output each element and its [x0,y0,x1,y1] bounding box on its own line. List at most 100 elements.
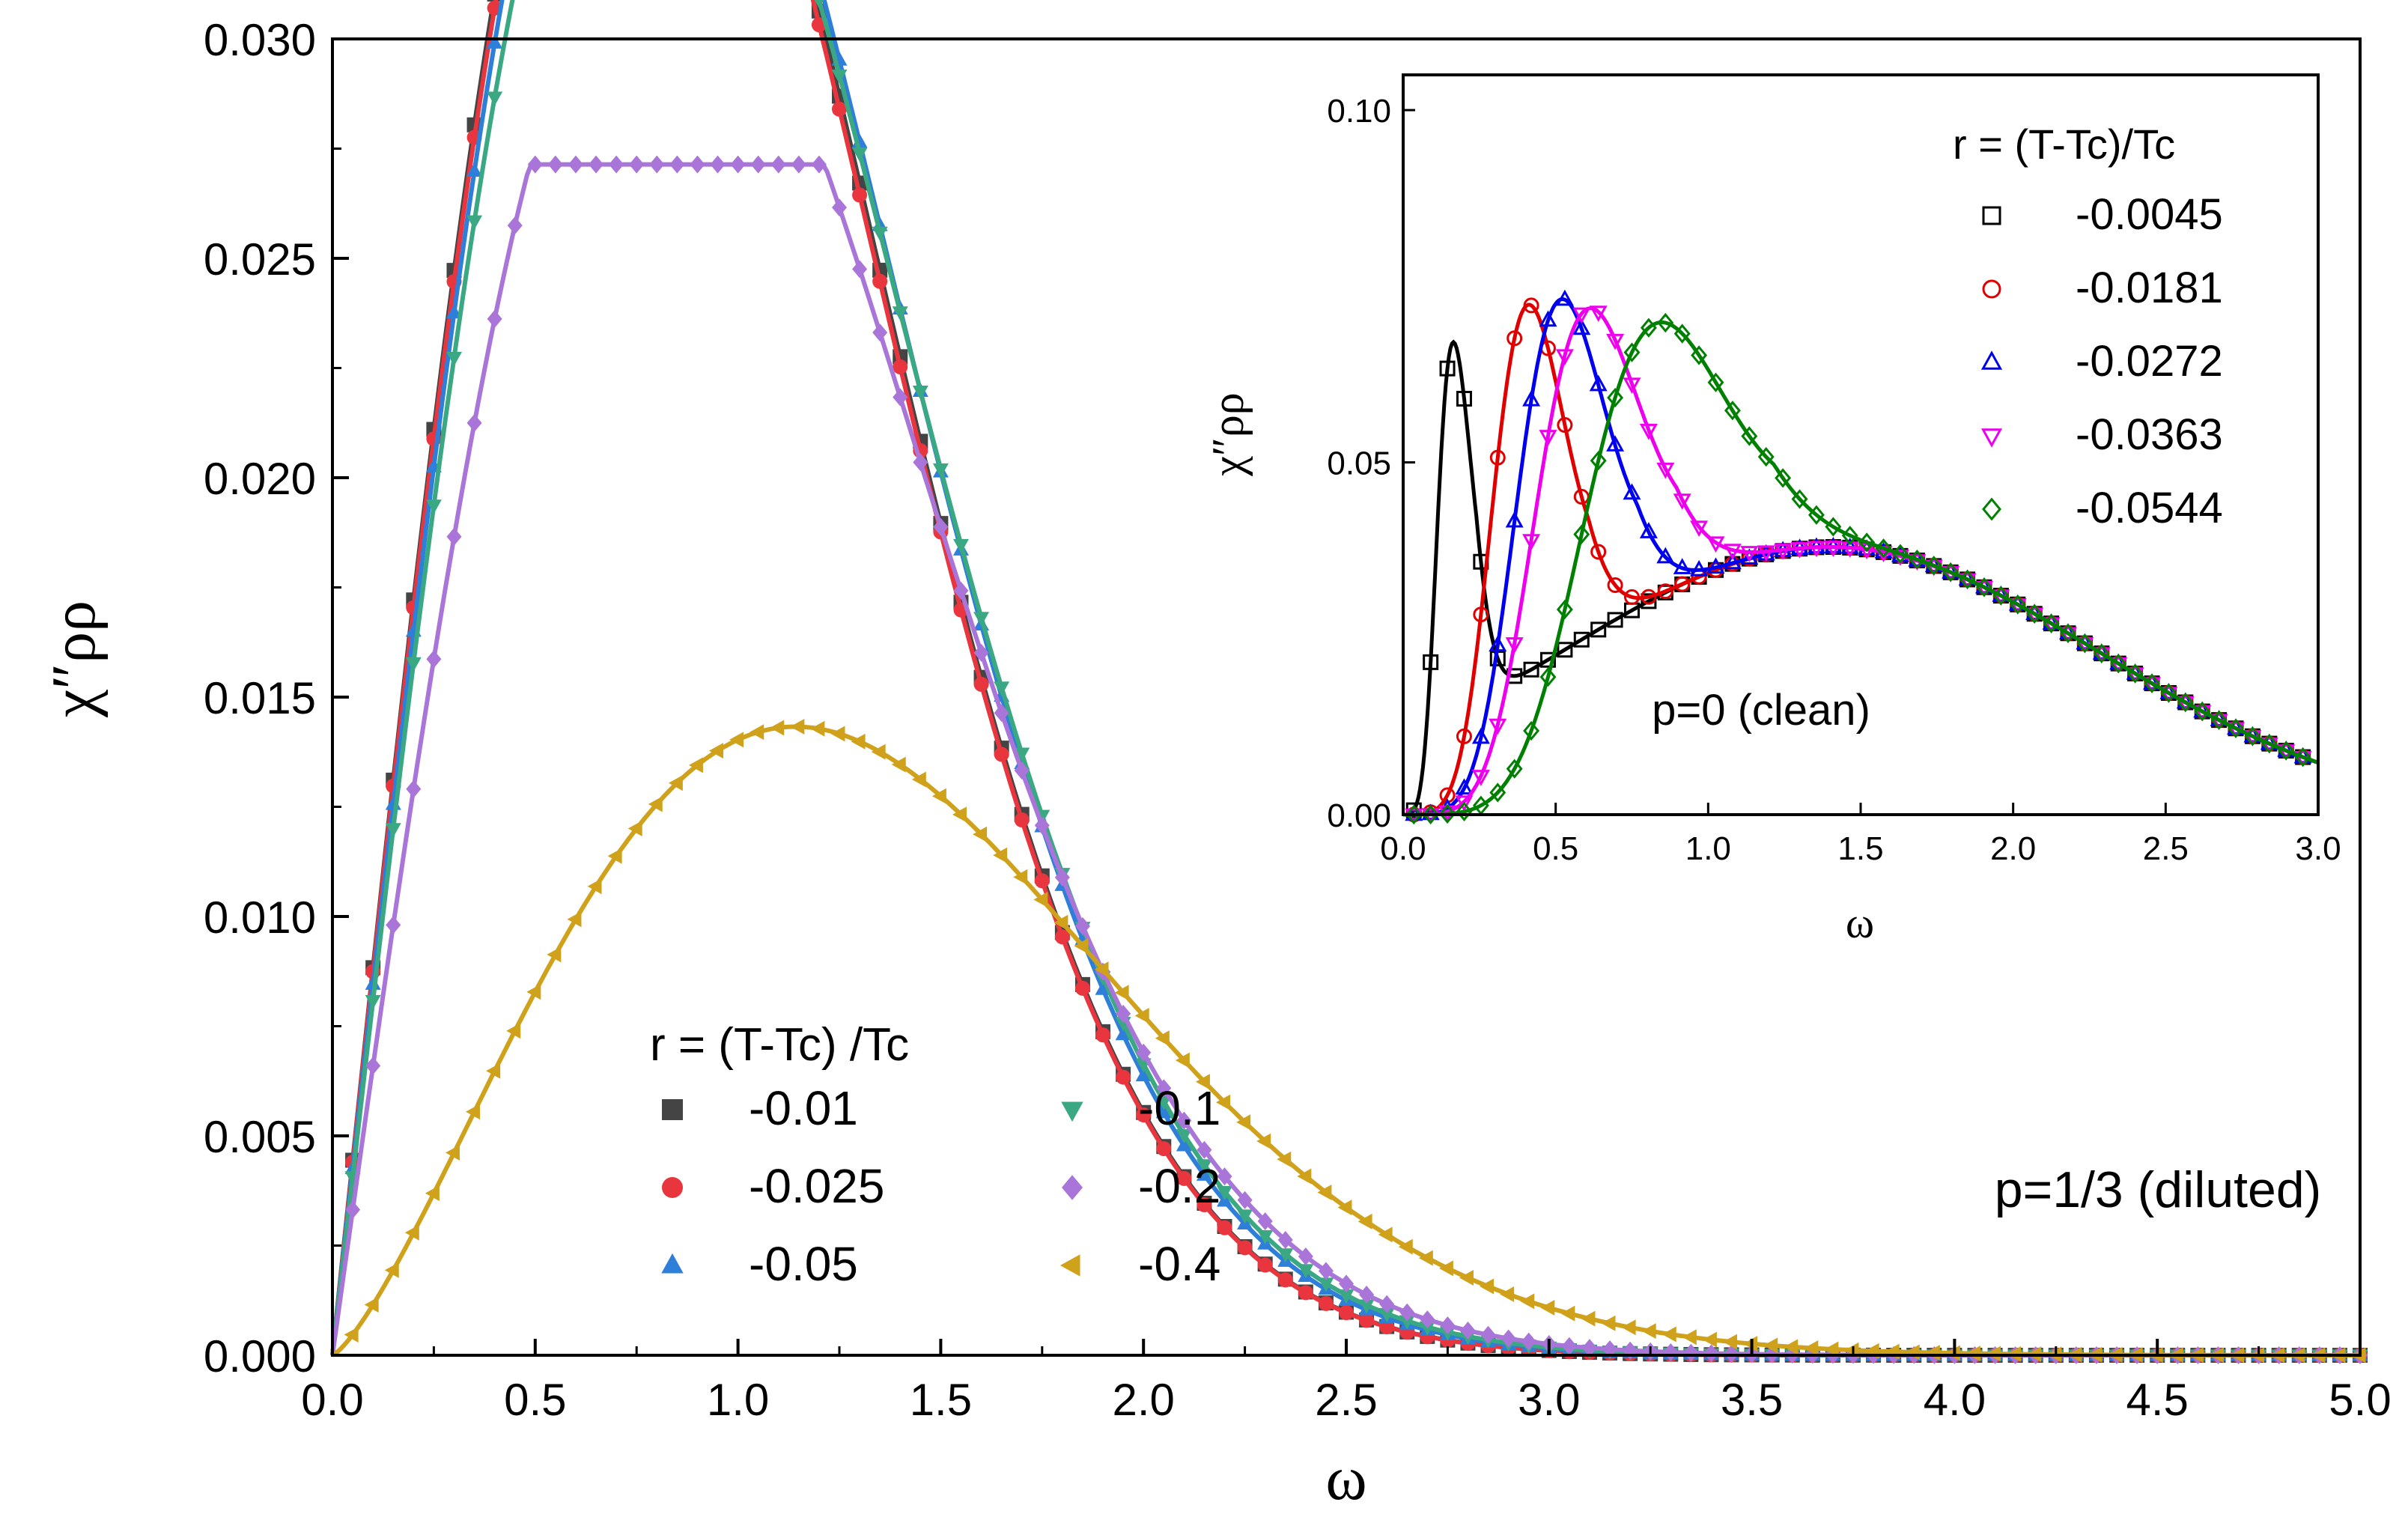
inset-data-point [1589,305,1608,322]
main-data-point [1277,1151,1292,1167]
main-data-point [831,69,848,84]
inset-data-point [1707,372,1724,392]
main-data-point [446,351,462,366]
main-data-point [1034,873,1050,889]
main-data-point [1399,1303,1415,1322]
main-data-point [1763,1337,1778,1354]
inset-data-point [1573,524,1590,544]
main-data-point [547,946,562,963]
inset-data-point [1456,801,1473,821]
main-legend-marker [662,1099,683,1120]
inset-x-tick-label: 0.5 [1533,830,1578,867]
inset-data-point [1673,493,1691,510]
main-data-point [1095,1027,1111,1043]
main-data-point [1136,1107,1152,1123]
inset-data-point [1573,631,1590,648]
main-data-point [1256,1133,1271,1149]
main-data-point [1217,1167,1232,1186]
inset-data-point [1556,599,1573,620]
main-data-point [1358,1299,1375,1314]
inset-data-point [1590,544,1607,560]
inset-data-point [1740,548,1759,565]
inset-data-point [1505,511,1524,528]
inset-data-point [1656,547,1675,564]
inset-x-tick-label: 2.5 [2143,830,2189,867]
inset-data-point [1606,435,1625,452]
inset-data-point [1471,727,1490,744]
inset-data-point [1489,635,1507,652]
inset-data-point [1757,447,1775,467]
main-data-point [1480,1325,1496,1344]
main-data-point [1277,1248,1294,1263]
main-data-point [1196,1159,1212,1174]
main-y-tick-label: 0.010 [204,893,316,943]
inset-legend: r = (T-Tc)/Tc -0.0045 -0.0181 -0.0272 -0.03… [1953,121,2223,532]
main-data-point [993,847,1008,863]
main-data-point [1236,1114,1251,1131]
inset-data-point [2009,595,2026,615]
main-data-point [589,155,604,174]
main-data-point [1054,914,1068,931]
main-data-point [345,1200,361,1219]
main-data-point [892,306,908,321]
main-data-point [1257,1257,1273,1273]
main-data-point [1378,1226,1393,1243]
inset-y-tick-label: 0.00 [1327,797,1391,834]
main-data-point [973,643,989,662]
main-data-point [1399,1315,1415,1330]
main-data-point [466,413,482,432]
inset-data-point [1674,576,1691,592]
inset-data-point [1572,307,1591,324]
main-data-point [649,155,665,174]
inset-series-layer [1403,289,2319,825]
main-data-point [973,676,989,692]
inset-data-point [1690,520,1709,538]
main-data-point [1116,1069,1131,1085]
main-data-point [1054,929,1070,945]
main-data-point [425,499,442,514]
inset-data-point [1640,317,1657,338]
inset-data-point [1841,526,1858,546]
inset-data-point [1555,289,1574,306]
inset-data-point [1557,642,1573,658]
main-x-tick-label: 3.0 [1518,1375,1580,1425]
main-data-point [1520,1293,1535,1310]
inset-data-point [1607,387,1624,408]
main-data-point [1540,1299,1555,1316]
main-data-point [1357,1213,1372,1229]
inset-data-point [1807,505,1825,525]
main-data-point [1723,1334,1738,1350]
main-data-point [1337,1200,1352,1216]
inset-data-point [1539,310,1557,327]
main-legend-marker [1059,1254,1080,1277]
main-data-point [1398,1238,1413,1255]
main-data-point [1359,1286,1375,1304]
main-legend-label: -0.025 [749,1159,884,1213]
main-data-point [568,155,583,174]
main-data-point [1560,1305,1575,1322]
inset-data-point [1506,758,1523,779]
inset-data-point [1959,569,1976,589]
main-data-point [1682,1329,1697,1346]
inset-data-point [1505,637,1524,654]
main-data-point [406,779,422,798]
main-data-point [1176,1111,1192,1130]
inset-data-point [1690,559,1709,577]
inset-y-tick-label: 0.05 [1327,446,1391,482]
inset-data-point [1657,312,1674,333]
main-data-point [811,155,827,174]
inset-data-point [1741,426,1758,446]
main-data-point [1277,1272,1293,1288]
main-x-axis: 0.0 0.5 1.0 1.5 2.0 2.5 3.0 3.5 4.0 4.5 5.0 [301,1339,2392,1425]
inset-data-point [2260,734,2278,754]
main-data-point [893,359,908,374]
main-data-point [912,385,928,400]
main-data-point [1702,1331,1717,1348]
inset-data-point [2210,710,2228,730]
inset-data-point [1706,557,1725,574]
inset-data-point [1489,718,1507,735]
inset-data-point [1740,546,1759,562]
main-data-point [1965,1346,1980,1362]
main-data-point [973,826,988,842]
main-data-point [933,517,949,536]
